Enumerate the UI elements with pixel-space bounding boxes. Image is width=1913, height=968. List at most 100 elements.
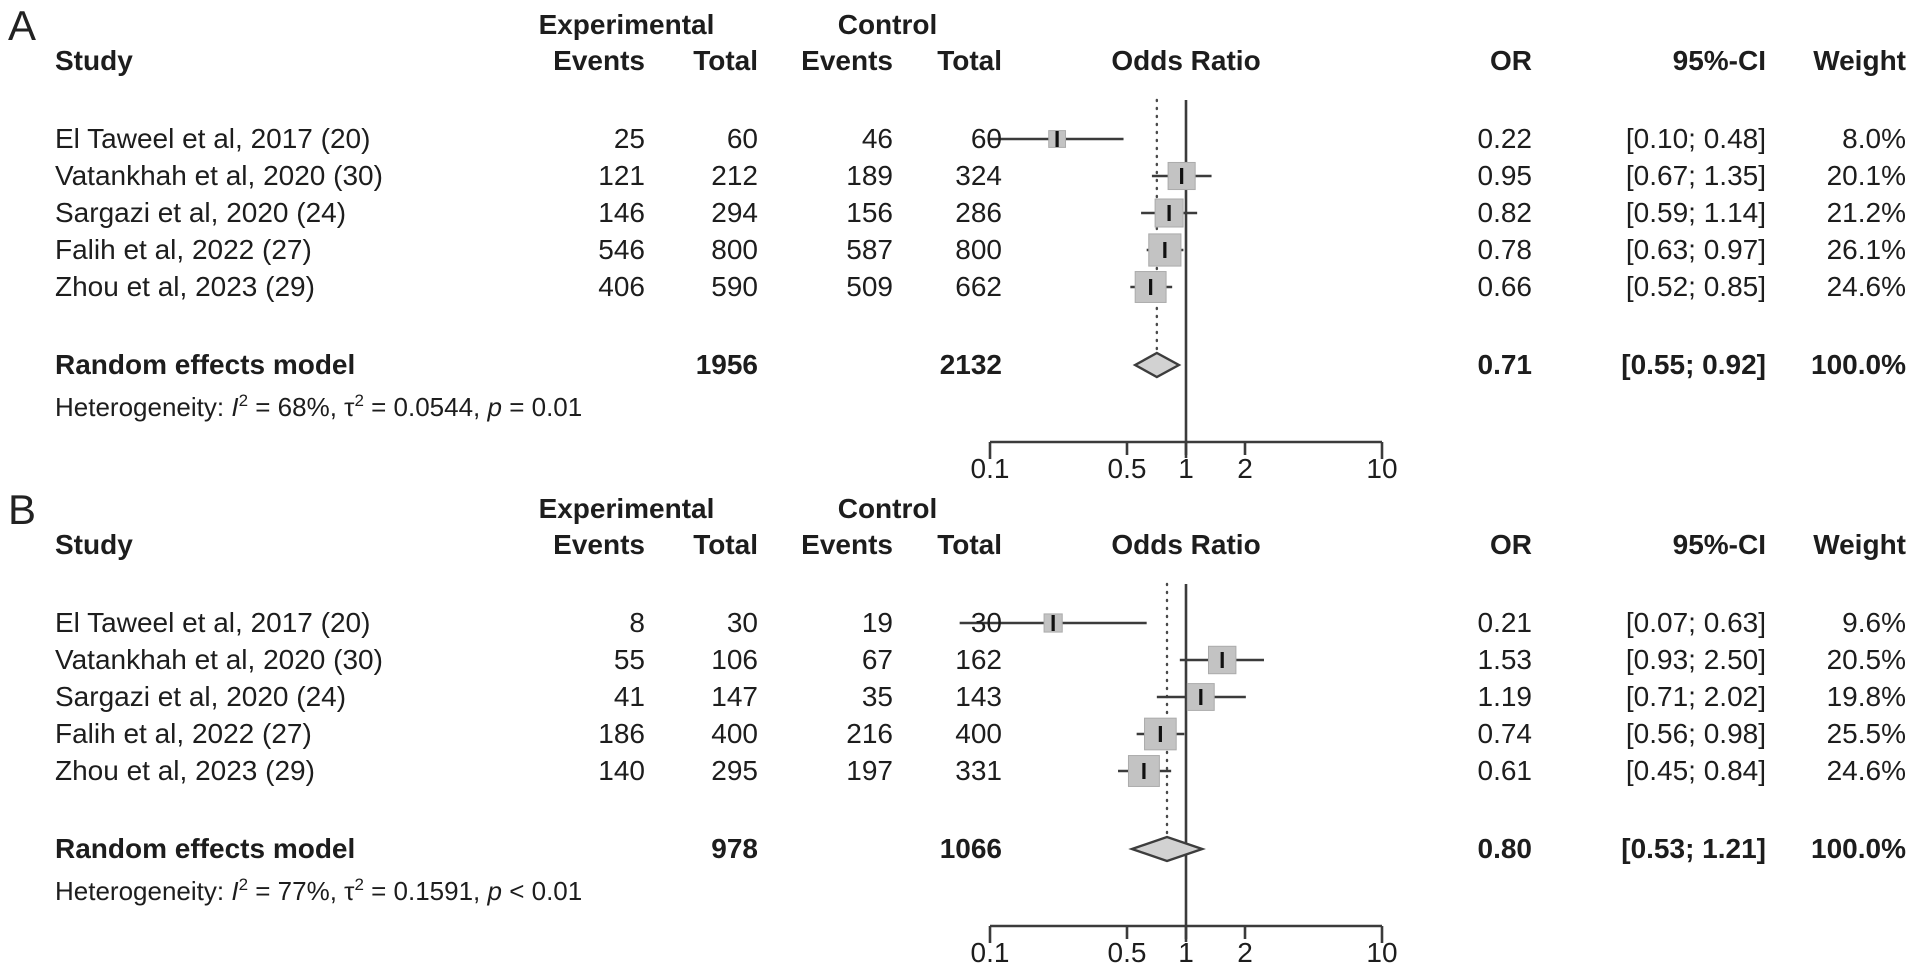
x-axis-tick-label: 0.1	[970, 453, 1010, 484]
ctrl-total-value: 143	[955, 681, 1002, 712]
control-group-header: Control	[837, 493, 938, 524]
exp-events-value: 41	[613, 681, 645, 712]
point-estimate-tick	[1163, 242, 1167, 258]
or-value: 0.95	[1477, 160, 1533, 191]
x-axis-tick-label: 2	[1237, 453, 1253, 484]
ctrl-events-column-header: Events	[801, 529, 893, 560]
point-estimate-tick	[1167, 205, 1171, 221]
summary-weight-value: 100.0%	[1811, 349, 1906, 380]
or-value: 0.21	[1477, 607, 1533, 638]
study-name: Falih et al, 2022 (27)	[55, 234, 312, 265]
exp-total-value: 106	[711, 644, 758, 675]
heterogeneity-segment: < 0.01	[501, 876, 583, 906]
summary-ci-value: [0.55; 0.92]	[1621, 349, 1766, 380]
heterogeneity-segment: = 0.0544,	[363, 392, 488, 422]
experimental-group-header: Experimental	[538, 493, 715, 524]
ctrl-events-value: 19	[861, 607, 893, 638]
heterogeneity-segment: 2	[238, 875, 249, 894]
study-name: Zhou et al, 2023 (29)	[55, 271, 315, 302]
exp-events-value: 140	[598, 755, 645, 786]
study-name: El Taweel et al, 2017 (20)	[55, 123, 371, 154]
summary-diamond	[1128, 835, 1206, 863]
odds-ratio-plot-header: Odds Ratio	[1111, 45, 1261, 76]
ci-value: [0.52; 0.85]	[1625, 271, 1766, 302]
x-axis-tick-label: 0.5	[1107, 453, 1147, 484]
ctrl-total-value: 331	[955, 755, 1002, 786]
x-axis-tick-label: 10	[1366, 453, 1398, 484]
ctrl-total-value: 800	[955, 234, 1002, 265]
heterogeneity-segment: = 0.01	[501, 392, 583, 422]
ctrl-events-value: 189	[846, 160, 893, 191]
exp-total-column-header: Total	[693, 529, 758, 560]
heterogeneity-segment: I	[231, 876, 239, 906]
point-estimate-tick	[1055, 131, 1059, 147]
or-value: 1.19	[1477, 681, 1533, 712]
forest-plot-canvas-b	[959, 582, 1384, 943]
summary-or-value: 0.71	[1477, 349, 1533, 380]
study-name: Sargazi et al, 2020 (24)	[55, 197, 347, 228]
exp-total-value: 294	[711, 197, 758, 228]
ci-value: [0.93; 2.50]	[1625, 644, 1766, 675]
forest-plot-canvas-a	[988, 98, 1384, 459]
summary-label: Random effects model	[55, 349, 356, 380]
point-estimate-tick	[1220, 652, 1224, 668]
forest-panel-a: A Experimental Control Study Events Tota…	[8, 4, 1906, 484]
ci-value: [0.63; 0.97]	[1625, 234, 1766, 265]
exp-total-value: 147	[711, 681, 758, 712]
weight-value: 25.5%	[1826, 718, 1906, 749]
x-axis-tick-label: 1	[1178, 453, 1194, 484]
heterogeneity-segment: τ	[344, 392, 355, 422]
experimental-group-header: Experimental	[538, 9, 715, 40]
or-value: 0.22	[1477, 123, 1533, 154]
heterogeneity-segment: = 68%,	[248, 392, 345, 422]
ci-value: [0.45; 0.84]	[1625, 755, 1766, 786]
ctrl-total-column-header: Total	[937, 529, 1002, 560]
ctrl-total-value: 324	[955, 160, 1002, 191]
exp-total-column-header: Total	[693, 45, 758, 76]
ci-value: [0.56; 0.98]	[1625, 718, 1766, 749]
heterogeneity-segment: Heterogeneity:	[55, 876, 232, 906]
x-axis-tick-label: 0.5	[1107, 937, 1147, 968]
summary-weight-value: 100.0%	[1811, 833, 1906, 864]
exp-total-value: 800	[711, 234, 758, 265]
exp-total-value: 60	[726, 123, 758, 154]
exp-events-value: 8	[629, 607, 645, 638]
ctrl-events-value: 156	[846, 197, 893, 228]
point-estimate-tick	[1142, 763, 1146, 779]
or-value: 0.66	[1477, 271, 1533, 302]
exp-events-value: 546	[598, 234, 645, 265]
heterogeneity-text: Heterogeneity: I2 = 68%, τ2 = 0.0544, p …	[55, 391, 955, 426]
exp-events-value: 121	[598, 160, 645, 191]
exp-events-value: 186	[598, 718, 645, 749]
heterogeneity-segment: I	[231, 392, 239, 422]
summary-exp-total: 1956	[695, 349, 758, 380]
ctrl-total-value: 400	[955, 718, 1002, 749]
summary-exp-total: 978	[711, 833, 758, 864]
weight-value: 20.1%	[1826, 160, 1906, 191]
exp-events-value: 146	[598, 197, 645, 228]
heterogeneity-segment: = 0.1591,	[363, 876, 488, 906]
study-column-header: Study	[55, 529, 133, 560]
study-name: Sargazi et al, 2020 (24)	[55, 681, 347, 712]
ctrl-events-value: 46	[861, 123, 893, 154]
exp-total-value: 295	[711, 755, 758, 786]
exp-events-value: 25	[613, 123, 645, 154]
exp-events-value: 406	[598, 271, 645, 302]
weight-value: 8.0%	[1842, 123, 1906, 154]
exp-events-column-header: Events	[553, 45, 645, 76]
ctrl-events-value: 216	[846, 718, 893, 749]
heterogeneity-segment: p	[487, 876, 502, 906]
x-axis-tick-label: 0.1	[970, 937, 1010, 968]
heterogeneity-segment: Heterogeneity:	[55, 392, 232, 422]
point-estimate-tick	[1180, 168, 1184, 184]
ci-value: [0.59; 1.14]	[1625, 197, 1766, 228]
point-estimate-tick	[1199, 689, 1203, 705]
ctrl-events-value: 587	[846, 234, 893, 265]
study-name: Vatankhah et al, 2020 (30)	[55, 160, 383, 191]
heterogeneity-segment: 2	[238, 391, 249, 410]
forest-panel-b: B Experimental Control Study Events Tota…	[0, 484, 1913, 968]
ci-column-header: 95%-CI	[1672, 529, 1766, 560]
point-estimate-tick	[1051, 615, 1055, 631]
weight-value: 9.6%	[1842, 607, 1906, 638]
